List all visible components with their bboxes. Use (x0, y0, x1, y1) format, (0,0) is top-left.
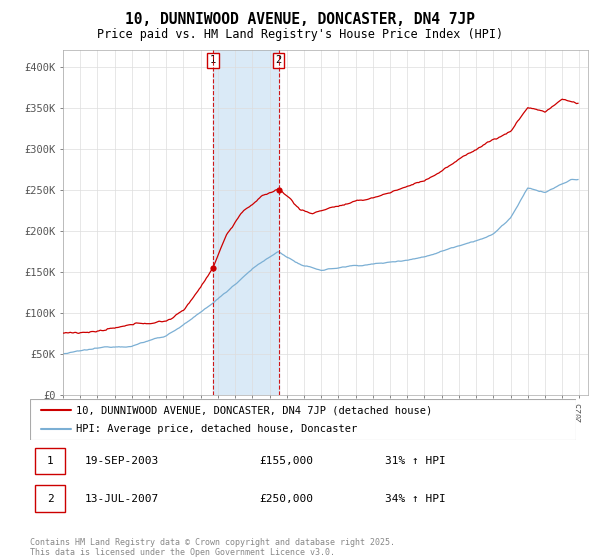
Text: 10, DUNNIWOOD AVENUE, DONCASTER, DN4 7JP: 10, DUNNIWOOD AVENUE, DONCASTER, DN4 7JP (125, 12, 475, 27)
Text: HPI: Average price, detached house, Doncaster: HPI: Average price, detached house, Donc… (76, 424, 358, 433)
Text: 2: 2 (275, 55, 282, 66)
Text: Price paid vs. HM Land Registry's House Price Index (HPI): Price paid vs. HM Land Registry's House … (97, 28, 503, 41)
Bar (35, 447, 65, 474)
Text: £250,000: £250,000 (259, 494, 313, 504)
Text: Contains HM Land Registry data © Crown copyright and database right 2025.
This d: Contains HM Land Registry data © Crown c… (30, 538, 395, 557)
Text: £155,000: £155,000 (259, 456, 313, 466)
Text: 2: 2 (47, 494, 54, 504)
Text: 10, DUNNIWOOD AVENUE, DONCASTER, DN4 7JP (detached house): 10, DUNNIWOOD AVENUE, DONCASTER, DN4 7JP… (76, 405, 433, 415)
Text: 1: 1 (47, 456, 54, 466)
Text: 13-JUL-2007: 13-JUL-2007 (85, 494, 159, 504)
Bar (213, 50, 278, 395)
Text: 1: 1 (210, 55, 216, 66)
Text: 31% ↑ HPI: 31% ↑ HPI (385, 456, 446, 466)
Text: 34% ↑ HPI: 34% ↑ HPI (385, 494, 446, 504)
Text: 19-SEP-2003: 19-SEP-2003 (85, 456, 159, 466)
Bar (35, 486, 65, 512)
